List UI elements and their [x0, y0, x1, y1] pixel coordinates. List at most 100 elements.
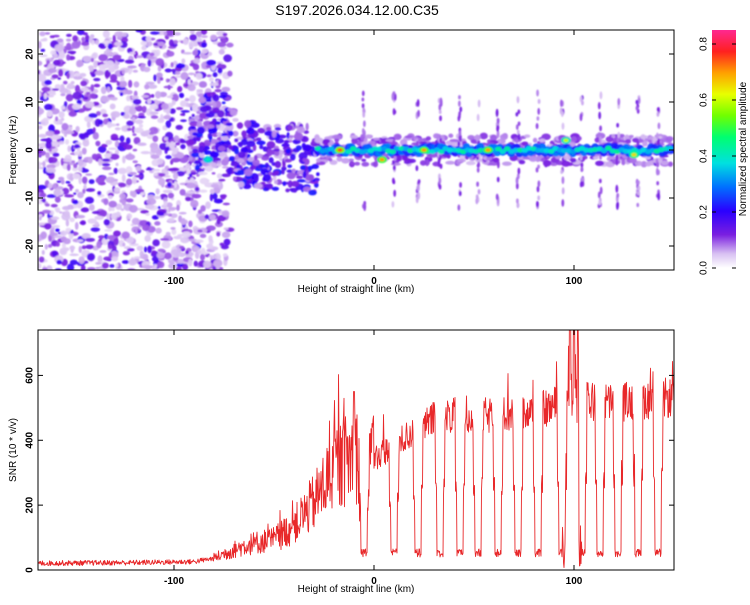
noise-blob [38, 41, 42, 49]
emerging-blob [202, 150, 213, 155]
noise-blob [134, 227, 138, 235]
noise-blob [171, 228, 177, 235]
core-blob [512, 147, 520, 153]
noise-blob [110, 73, 118, 82]
noise-blob [132, 98, 142, 105]
noise-blob [155, 58, 165, 66]
emerging-blob [302, 186, 312, 193]
noise-blob [199, 177, 209, 185]
halo-blob [332, 134, 343, 139]
halo-blob [611, 134, 616, 138]
emerging-blob [237, 169, 245, 175]
noise-blob [45, 130, 55, 137]
noise-blob [46, 194, 57, 198]
colorbar-label: Normalized spectral amplitude [738, 81, 749, 216]
emerging-blob [205, 112, 215, 118]
emerging-blob [236, 122, 244, 129]
noise-blob [134, 119, 144, 125]
noise-blob [88, 113, 98, 118]
noise-blob [171, 147, 179, 152]
noise-blob [108, 200, 117, 208]
noise-blob [197, 171, 208, 176]
snr-xtick-label: -100 [164, 576, 184, 587]
streak-blob [561, 187, 565, 195]
halo-blob [570, 158, 577, 163]
noise-blob [112, 54, 122, 61]
noise-blob [59, 247, 68, 256]
noise-blob [72, 91, 83, 100]
noise-blob [39, 31, 46, 37]
emerging-blob [212, 107, 220, 113]
noise-blob [121, 32, 128, 37]
noise-blob [95, 39, 100, 45]
streak-blob [657, 122, 661, 130]
emerging-blob [271, 129, 277, 138]
streak-blob [561, 176, 565, 185]
noise-blob [93, 60, 98, 69]
streak-blob [477, 188, 481, 195]
streak-blob [516, 96, 520, 104]
streak-blob [391, 177, 395, 184]
noise-blob [85, 244, 94, 250]
noise-blob [151, 250, 157, 254]
noise-blob [208, 77, 214, 82]
streak-blob [599, 186, 603, 195]
halo-blob [538, 138, 546, 143]
noise-blob [84, 34, 90, 42]
noise-blob [140, 151, 151, 155]
noise-blob [38, 262, 42, 269]
noise-blob [142, 224, 150, 231]
noise-blob [188, 220, 193, 228]
noise-blob [38, 133, 47, 138]
noise-blob [43, 223, 52, 230]
noise-blob [195, 31, 202, 37]
noise-blob [48, 156, 58, 164]
noise-blob [194, 239, 204, 243]
noise-blob [96, 240, 102, 249]
noise-blob [218, 79, 222, 86]
noise-blob [130, 223, 135, 227]
emerging-blob [296, 126, 306, 134]
noise-blob [65, 93, 74, 102]
streak-blob [517, 167, 521, 175]
emerging-blob [236, 158, 245, 163]
streak-blob [417, 184, 420, 192]
noise-blob [51, 143, 59, 147]
noise-blob [147, 245, 152, 254]
noise-blob [58, 119, 63, 124]
noise-blob [93, 77, 101, 82]
streak-blob [363, 203, 367, 209]
noise-blob [169, 108, 176, 114]
noise-blob [120, 67, 130, 72]
noise-blob [39, 192, 47, 198]
streak-blob [392, 159, 395, 165]
emerging-blob [197, 126, 205, 134]
noise-blob [38, 184, 47, 190]
noise-blob [154, 221, 161, 226]
noise-blob [88, 179, 95, 185]
noise-blob [40, 118, 49, 126]
halo-blob [628, 134, 634, 138]
noise-blob [38, 60, 43, 66]
emerging-blob [284, 139, 290, 144]
streak-blob [598, 136, 602, 141]
spec-xtick-label: 100 [566, 276, 583, 287]
noise-blob [86, 121, 91, 129]
halo-blob [373, 137, 380, 141]
noise-blob [221, 231, 231, 239]
emerging-blob [253, 174, 259, 183]
noise-blob [82, 188, 86, 194]
emerging-blob [234, 148, 240, 155]
emerging-blob [194, 164, 200, 171]
noise-blob [123, 144, 133, 150]
streak-blob [616, 123, 620, 128]
noise-blob [56, 38, 64, 43]
noise-blob [221, 165, 229, 169]
noise-blob [156, 252, 165, 259]
noise-blob [191, 193, 202, 199]
noise-blob [146, 198, 157, 205]
streak-blob [597, 191, 601, 199]
noise-blob [46, 94, 55, 98]
noise-blob [80, 87, 89, 92]
noise-blob [38, 107, 45, 115]
